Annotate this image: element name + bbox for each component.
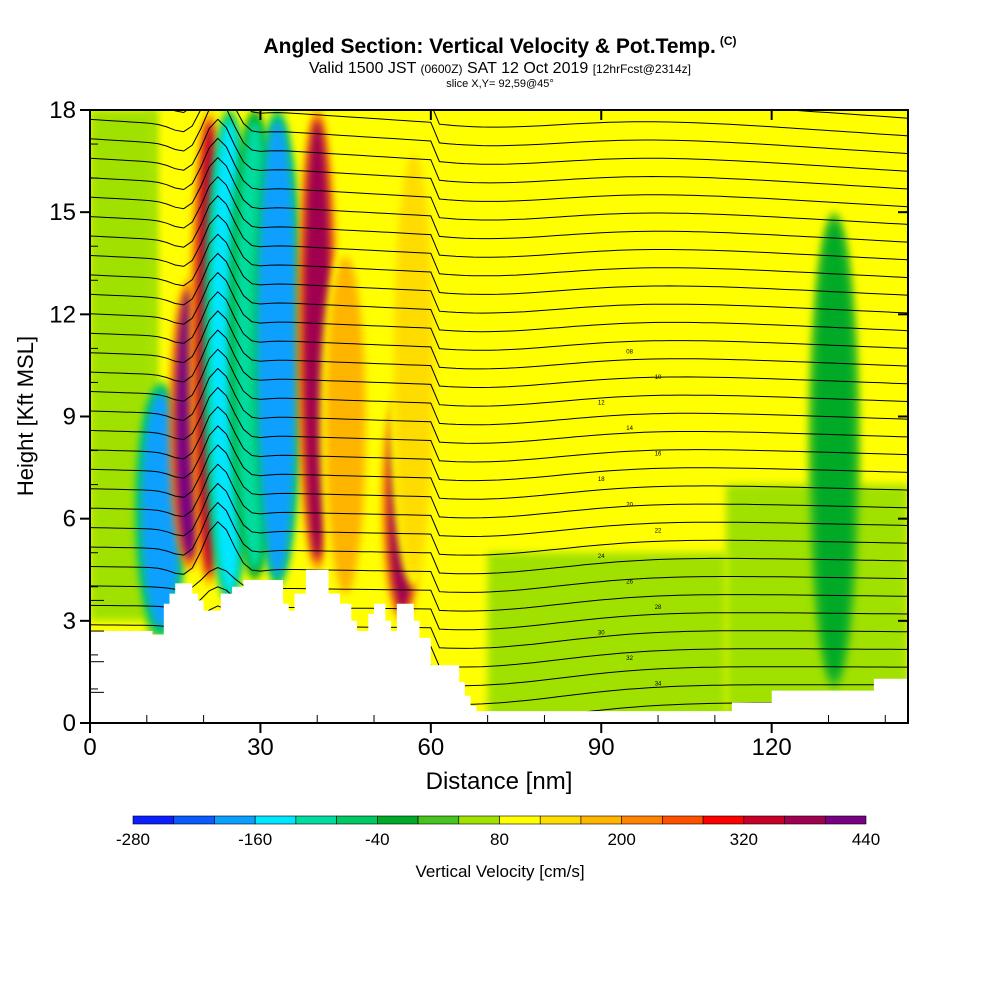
isentrope-label: 26: [626, 579, 633, 585]
colorbar-swatch: [499, 815, 541, 825]
colorbar-tick-label: 80: [490, 830, 509, 849]
colorbar-tick-label: -280: [116, 830, 150, 849]
isentrope-line: [781, 110, 908, 119]
colorbar-swatch: [132, 815, 175, 825]
isentrope-line: [90, 252, 908, 333]
isentrope-line: [90, 367, 908, 444]
y-tick-label: 12: [49, 301, 76, 328]
colorbar-swatch: [784, 815, 826, 825]
x-tick-label: 90: [588, 734, 615, 761]
isentrope-line: [90, 291, 908, 370]
isentrope-line: [90, 386, 908, 463]
isentrope-label: 14: [626, 426, 633, 432]
isentrope-line: [90, 567, 908, 612]
colorbar-swatch: [702, 815, 745, 825]
colorbar-swatch: [539, 815, 582, 825]
colorbar-swatch: [295, 815, 337, 825]
x-tick-label: 120: [752, 734, 792, 761]
x-tick-label: 0: [83, 734, 96, 761]
velocity-core-7: [325, 256, 366, 594]
y-tick-label: 3: [63, 608, 76, 635]
isentrope-label: 30: [598, 630, 605, 636]
x-axis-label: Distance [nm]: [426, 768, 573, 795]
x-tick-label: 60: [417, 734, 444, 761]
colorbar-swatch: [417, 815, 460, 825]
isentrope-label: 28: [655, 605, 662, 611]
colorbar-tick-label: -160: [238, 830, 272, 849]
colorbar-swatch: [377, 815, 419, 825]
isentrope-label: 10: [655, 375, 662, 381]
colorbar-swatch: [743, 815, 785, 825]
y-axis-label: Height [Kft MSL]: [13, 336, 38, 496]
colorbar-swatch: [662, 815, 704, 825]
isentrope-line: [90, 310, 908, 388]
colorbar-swatch: [254, 815, 297, 825]
velocity-region-3: [146, 110, 159, 638]
colorbar-swatch: [621, 815, 663, 825]
isentrope-line: [432, 110, 908, 137]
isentrope-label: 12: [598, 401, 605, 407]
velocity-region-1: [487, 552, 727, 723]
isentrope-line: [90, 271, 908, 351]
isentrope-line: [90, 118, 908, 208]
isentrope-line: [90, 137, 908, 225]
isentrope-label: 32: [626, 656, 633, 662]
velocity-core-10: [814, 222, 855, 679]
isentrope-line: [90, 233, 908, 314]
y-tick-label: 6: [63, 506, 76, 533]
colorbar-tick-label: 200: [607, 830, 635, 849]
isentrope-line: [90, 463, 908, 537]
isentrope-line: [90, 501, 908, 575]
isentrope-line: [90, 425, 908, 500]
y-tick-label: 18: [49, 97, 76, 124]
isentrope-line: [90, 348, 908, 426]
isentrope-label: 34: [655, 682, 662, 688]
isentrope-line: [90, 329, 908, 407]
colorbar-swatch: [336, 815, 378, 825]
colorbar-label: Vertical Velocity [cm/s]: [415, 862, 585, 881]
isentrope-line: [90, 195, 908, 279]
y-tick-label: 9: [63, 404, 76, 431]
isentrope-label: 20: [626, 503, 633, 509]
isentrope-line: [90, 110, 908, 190]
slice-info: slice X,Y= 92,59@45°: [446, 78, 554, 90]
isentrope-line: [90, 214, 908, 296]
isentrope-line: [90, 110, 908, 172]
y-tick-label: 15: [49, 199, 76, 226]
colorbar-swatch: [824, 815, 867, 825]
y-tick-label: 0: [63, 710, 76, 737]
isentrope-line: [90, 586, 908, 631]
colorbar-tick-label: 320: [730, 830, 758, 849]
isentrope-line: [90, 482, 908, 556]
chart-subtitle: Valid 1500 JST (0600Z) SAT 12 Oct 2019 […: [309, 60, 691, 77]
colorbar-swatch: [214, 815, 256, 825]
colorbar-tick-label: 440: [852, 830, 880, 849]
isentrope-line: [90, 406, 908, 482]
velocity-core-5: [257, 120, 298, 577]
isentrope-label: 24: [598, 554, 605, 560]
isentrope-label: 16: [655, 452, 662, 458]
isentrope-line: [90, 444, 908, 519]
isentrope-label: 08: [626, 349, 633, 355]
isentrope-line: [90, 521, 908, 593]
isentrope-label: 22: [655, 528, 662, 534]
isentrope-line: [90, 176, 908, 261]
isentrope-line: [171, 110, 908, 155]
isentrope-line: [90, 156, 908, 243]
chart-title: Angled Section: Vertical Velocity & Pot.…: [263, 34, 737, 58]
x-tick-label: 30: [247, 734, 274, 761]
colorbar-swatch: [173, 815, 215, 825]
isentrope-label: 18: [598, 477, 605, 483]
colorbar-swatch: [580, 815, 622, 825]
colorbar-swatch: [458, 815, 500, 825]
terrain: [90, 569, 908, 723]
colorbar-tick-label: -40: [365, 830, 390, 849]
